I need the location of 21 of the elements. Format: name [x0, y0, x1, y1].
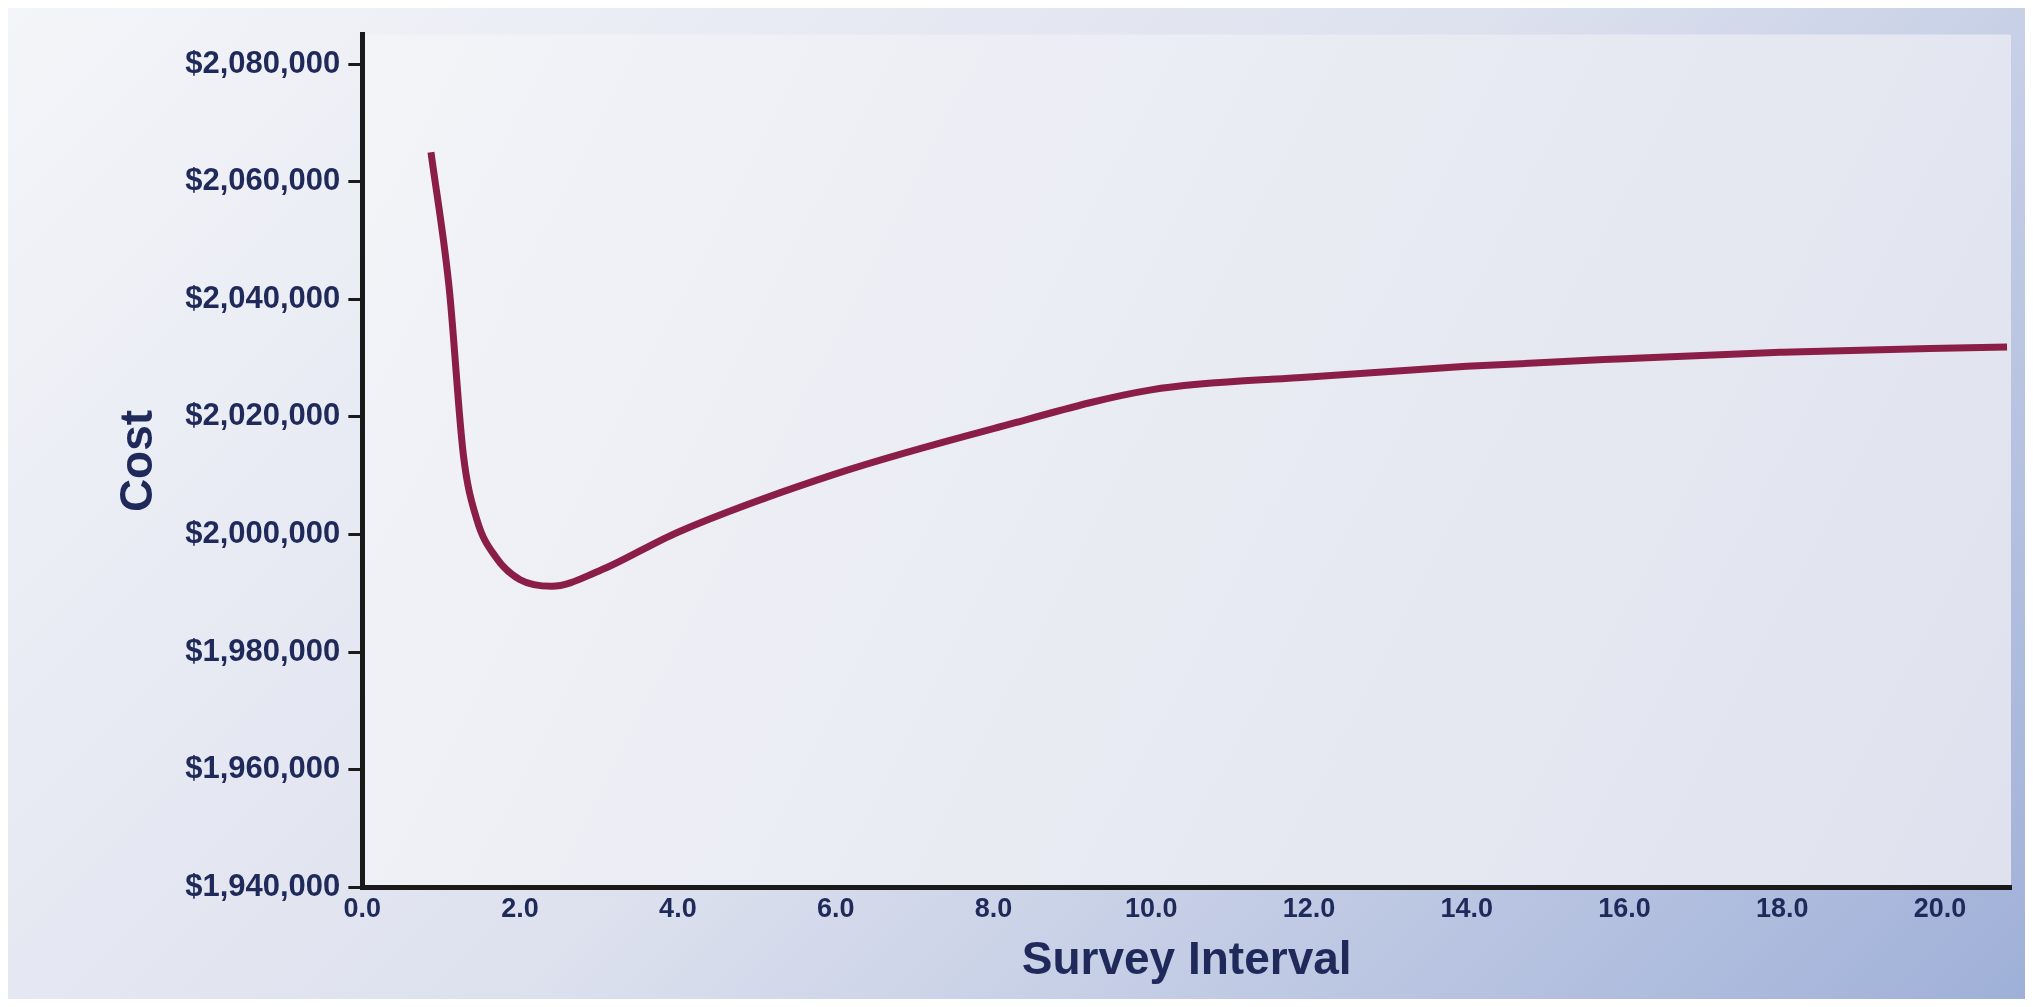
x-tick-label: 4.0 [659, 893, 697, 924]
x-tick-label: 12.0 [1282, 893, 1336, 924]
y-tick-label: $2,040,000 [185, 279, 341, 315]
x-axis-title: Survey Interval [1021, 932, 1352, 985]
x-tick-label: 2.0 [501, 893, 539, 924]
y-tick-label: $2,020,000 [185, 397, 341, 433]
x-tick-label: 16.0 [1598, 893, 1651, 924]
y-tick-label: $2,060,000 [185, 162, 341, 198]
x-tick-label: 6.0 [816, 893, 855, 924]
y-tick-label: $1,960,000 [185, 750, 341, 786]
x-tick-label: 8.0 [974, 893, 1013, 924]
x-tick-label: 14.0 [1440, 893, 1493, 924]
y-tick-label: $2,080,000 [185, 44, 341, 80]
x-tick-label: 20.0 [1913, 893, 1967, 924]
x-tick-label: 18.0 [1755, 893, 1809, 924]
y-tick-label: $2,000,000 [185, 515, 341, 551]
y-axis-title: Cost [110, 409, 163, 513]
y-tick-label: $1,980,000 [185, 632, 341, 668]
y-tick-label: $1,940,000 [185, 867, 341, 903]
x-tick-label: 10.0 [1124, 893, 1178, 924]
x-tick-label: 0.0 [343, 893, 382, 924]
